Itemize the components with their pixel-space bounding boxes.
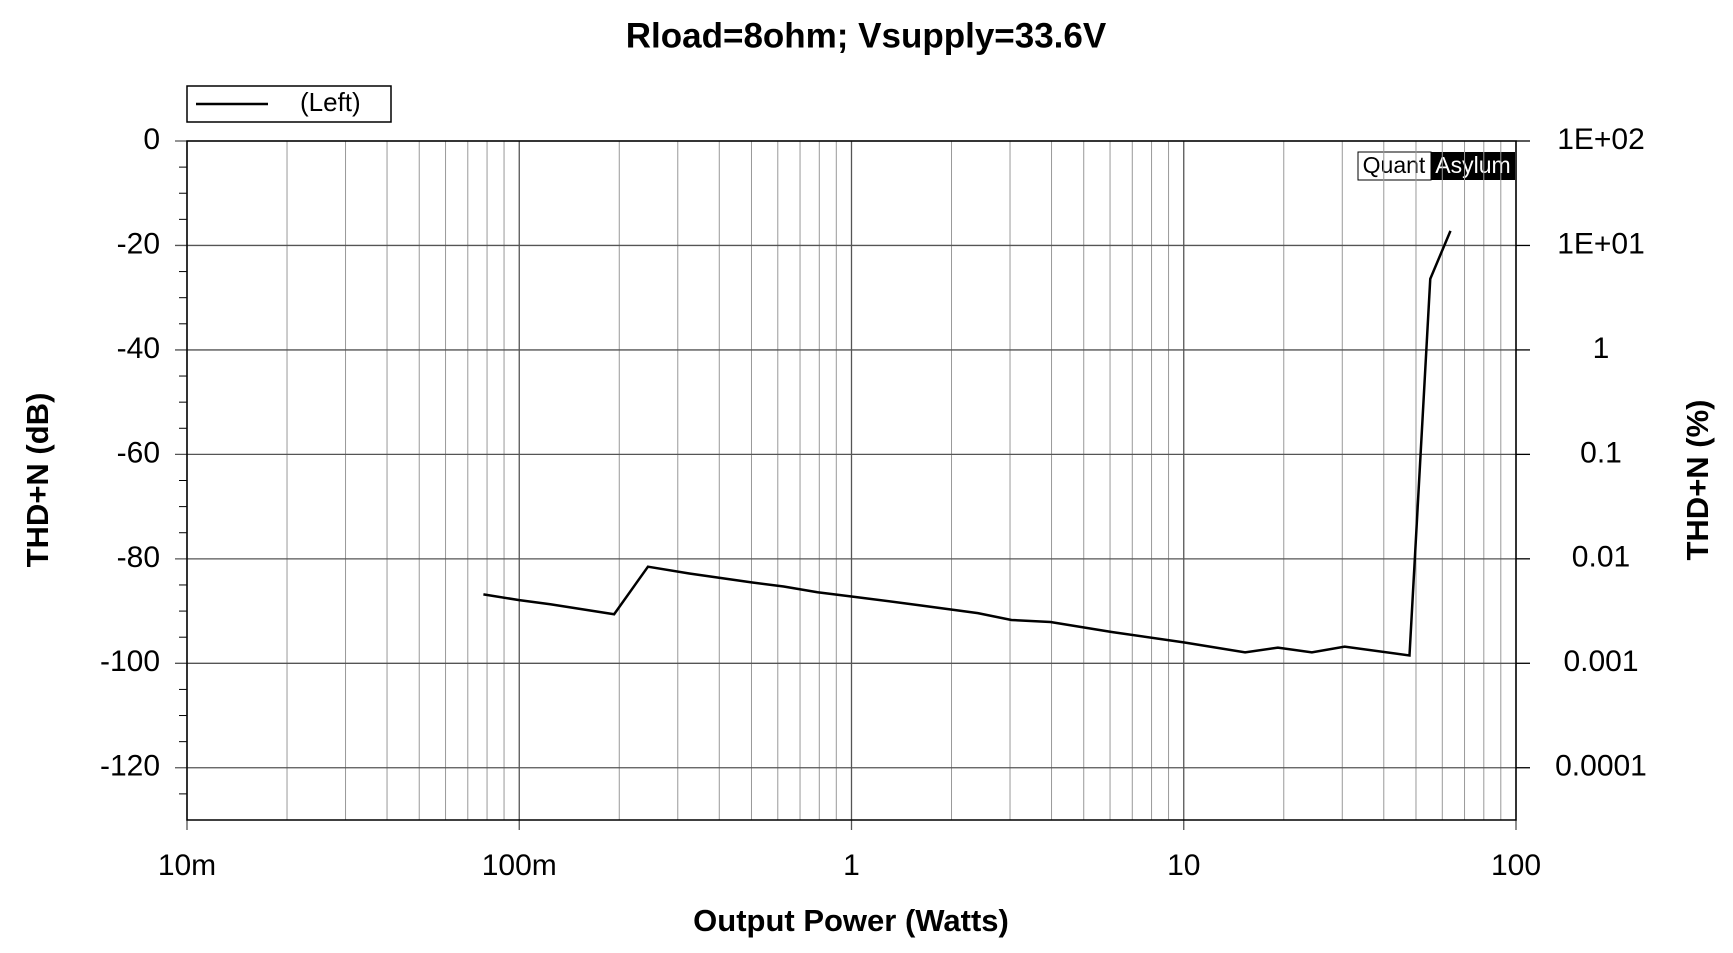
plot-frame <box>186 140 1517 821</box>
y-tick-label: -80 <box>117 541 160 574</box>
x-tick-label: 1 <box>843 849 860 882</box>
y2-tick-label: 0.01 <box>1572 541 1630 574</box>
y-tick-label: -20 <box>117 227 160 260</box>
y2-axis-label: THD+N (%) <box>1680 399 1715 560</box>
watermark: Quant <box>1363 152 1426 178</box>
x-tick-label: 100m <box>482 849 557 882</box>
y2-tick-label: 1 <box>1593 332 1610 365</box>
legend-label: (Left) <box>300 87 361 117</box>
y-tick-label: -60 <box>117 436 160 469</box>
x-tick-label: 10 <box>1167 849 1200 882</box>
y2-tick-label: 0.001 <box>1563 645 1638 678</box>
chart-title: Rload=8ohm; Vsupply=33.6V <box>626 16 1107 55</box>
y2-tick-label: 1E+01 <box>1557 227 1645 260</box>
watermark: Asylum <box>1435 152 1510 178</box>
y2-tick-label: 0.1 <box>1580 436 1622 469</box>
x-tick-label: 100 <box>1491 849 1541 882</box>
y-tick-label: 0 <box>143 123 160 156</box>
y-tick-label: -120 <box>100 750 160 783</box>
y2-tick-label: 1E+02 <box>1557 123 1645 156</box>
y-axis-label: THD+N (dB) <box>20 393 55 568</box>
y-tick-label: -100 <box>100 645 160 678</box>
y-tick-label: -40 <box>117 332 160 365</box>
watermark-box <box>1357 151 1432 181</box>
y2-tick-label: 0.0001 <box>1555 750 1647 783</box>
data-line <box>483 230 1452 657</box>
x-tick-label: 10m <box>158 849 216 882</box>
x-axis-label: Output Power (Watts) <box>693 903 1009 938</box>
